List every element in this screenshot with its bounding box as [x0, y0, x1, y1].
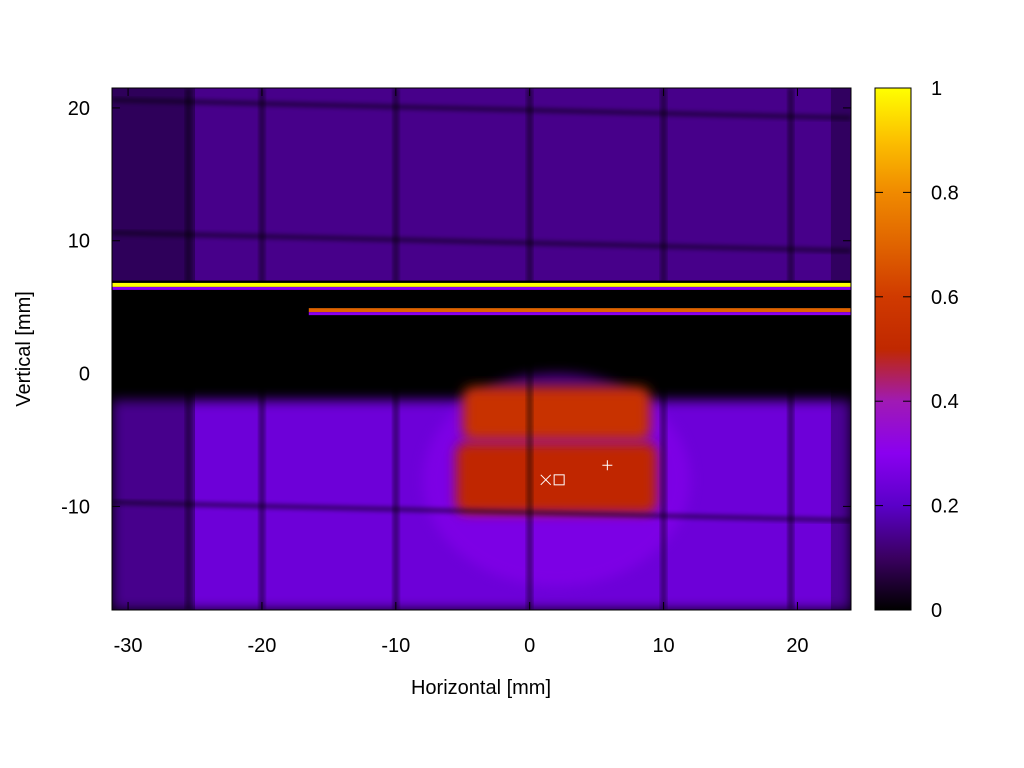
y-axis-label: Vertical [mm] — [13, 291, 35, 407]
marker-layer — [540, 460, 613, 486]
grid-shadow-horizontal-2 — [112, 499, 851, 523]
grid-shadow-horizontal-1 — [112, 230, 851, 254]
heatmap-top-stripe — [112, 282, 851, 287]
grid-shadow-vertical-0 — [185, 88, 192, 610]
grid-shadow-vertical-1 — [258, 88, 265, 610]
heatmap-left-shade — [112, 88, 196, 610]
y-tick-label: 0 — [79, 364, 90, 386]
x-axis-ticks: -30 -20 -10 0 10 20 — [114, 88, 809, 657]
colorbar: 0 0.2 0.4 0.6 0.8 1 — [874, 78, 959, 622]
colorbar-tick-label: 0.6 — [931, 287, 959, 309]
x-tick-label: 20 — [786, 635, 808, 657]
plus-marker — [602, 460, 613, 471]
x-tick-label: -10 — [381, 635, 410, 657]
colorbar-tick-label: 0 — [931, 600, 942, 622]
grid-shadow-horizontal-0 — [112, 97, 851, 121]
grid-shadow-vertical-2 — [392, 88, 399, 610]
x-tick-label: 0 — [524, 635, 535, 657]
heatmap-region-core-lower — [456, 442, 657, 514]
heatmap-thin-stripe — [308, 308, 851, 313]
grid-shadow-vertical-3 — [526, 88, 533, 610]
heatmap-thin-stripe-edge — [308, 312, 851, 316]
x-tick-label: 10 — [652, 635, 674, 657]
plot-frame — [111, 87, 852, 611]
y-tick-label: 10 — [68, 231, 90, 253]
colorbar-tick-label: 0.2 — [931, 496, 959, 518]
y-tick-label: -10 — [61, 496, 90, 518]
heatmap-right-shade — [830, 88, 851, 610]
grid-shadow-vertical-4 — [660, 88, 667, 610]
y-tick-label: 20 — [68, 98, 90, 120]
x-marker — [540, 474, 552, 486]
colorbar-tick-label: 0.8 — [931, 182, 959, 204]
x-tick-label: -30 — [114, 635, 143, 657]
heatmap-region-core-upper — [462, 386, 651, 440]
heatmap-top-stripe-edge — [112, 286, 851, 290]
x-tick-label: -20 — [247, 635, 276, 657]
colorbar-tick-label: 1 — [931, 78, 942, 100]
colorbar-tick-label: 0.4 — [931, 391, 959, 413]
colorbar-ticks: 0 0.2 0.4 0.6 0.8 1 — [875, 78, 959, 622]
square-marker — [553, 474, 565, 486]
heatmap-image — [112, 88, 851, 610]
colorbar-gradient — [874, 87, 912, 611]
x-axis-label: Horizontal [mm] — [411, 677, 551, 699]
y-axis-ticks: -10 0 10 20 — [61, 98, 851, 518]
grid-shadow-vertical-5 — [787, 88, 794, 610]
heatmap-region-dark-gap — [112, 288, 851, 401]
